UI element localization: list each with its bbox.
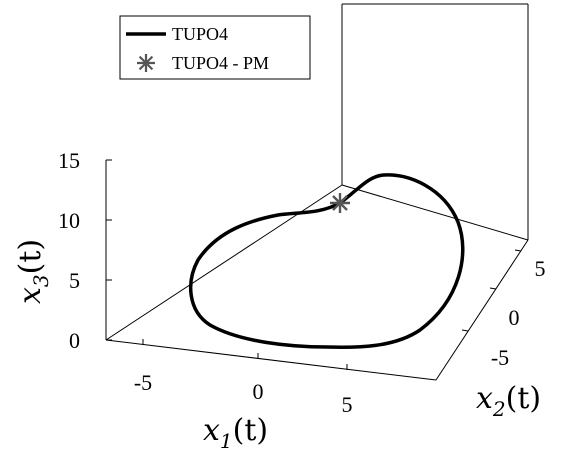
z-axis-label: x3(t) — [13, 239, 53, 304]
z-tick-label: 10 — [58, 208, 80, 233]
y-tick-mark — [514, 249, 522, 252]
axes-box — [105, 3, 529, 381]
z-tick-label: 0 — [69, 328, 80, 353]
y-tick-mark — [489, 287, 497, 290]
y-tick-label: 0 — [509, 305, 520, 330]
x-tick-label: 0 — [253, 379, 264, 404]
series-marker-tupo4-pm — [330, 193, 350, 213]
y-axis-label: x2(t) — [476, 381, 541, 421]
legend: TUPO4 TUPO4 - PM — [119, 15, 311, 80]
floor-back-left-edge — [105, 184, 343, 341]
series-line-tupo4 — [189, 173, 465, 349]
z-tick-label: 5 — [69, 268, 80, 293]
legend-label-tupo4: TUPO4 — [172, 24, 228, 44]
floor-back-right-edge — [341, 184, 529, 241]
y-tick-mark — [461, 329, 469, 332]
z-tick-label: 15 — [58, 148, 80, 173]
floor-front-edge — [105, 339, 437, 381]
floor-right-edge — [435, 239, 529, 381]
legend-label-tupo4-pm: TUPO4 - PM — [172, 53, 269, 73]
y-tick-labels: -5 0 5 — [491, 256, 546, 370]
x-tick-label: -5 — [134, 370, 152, 395]
x-axis-label: x1(t) — [203, 413, 268, 453]
z-tick-labels: 0 5 10 15 — [58, 148, 80, 353]
x-tick-labels: -5 0 5 — [134, 370, 353, 417]
y-tick-label: -5 — [491, 345, 509, 370]
y-tick-label: 5 — [535, 256, 546, 281]
tick-marks — [106, 159, 522, 370]
legend-asterisk-swatch — [137, 54, 155, 72]
x-tick-label: 5 — [342, 392, 353, 417]
